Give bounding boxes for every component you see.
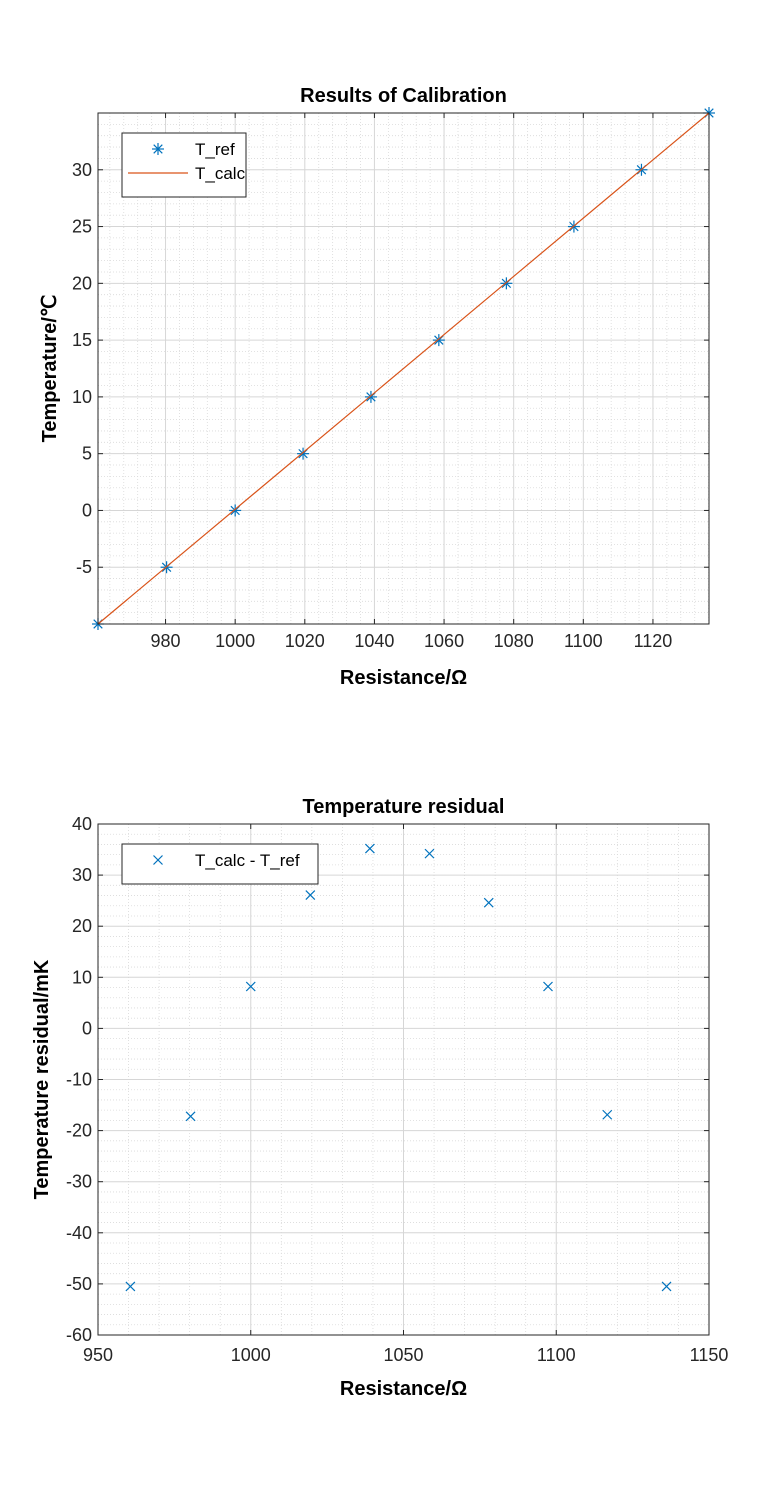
series-T_calc - T_ref [125,843,672,1292]
x-tick-label: 1100 [564,631,603,651]
y-tick-label: -5 [76,557,92,577]
x-axis-label: Resistance/Ω [340,667,467,689]
y-tick-label: -30 [66,1172,92,1192]
y-tick-label: 20 [72,916,92,936]
y-tick-label: 20 [72,273,92,293]
data-point [185,1111,196,1122]
y-tick-label: 40 [72,814,92,834]
tick-marks [97,823,710,1336]
chart-panel-1: 980 1000 1020 1040 1060 1080 1100 1120 -5 0 5 10 15 2… [39,85,715,689]
y-tick-label: 25 [72,217,92,237]
y-tick-label: -20 [66,1121,92,1141]
legend-label: T_calc [195,164,246,183]
series-line [97,112,710,625]
x-tick-label: 950 [83,1345,113,1365]
y-tick-label: 30 [72,865,92,885]
data-point [245,981,256,992]
x-tick-label: 1000 [231,1345,271,1365]
x-tick-label: 1050 [383,1345,423,1365]
legend: T_ref T_calc [121,132,247,198]
y-tick-label: -60 [66,1325,92,1345]
x-tick-label: 1100 [537,1345,576,1365]
legend-swatch [152,143,164,155]
y-tick-label: 15 [72,330,92,350]
x-tick-label: 980 [151,631,181,651]
y-tick-label: 5 [82,444,92,464]
data-point [125,1281,136,1292]
legend-item: T_calc - T_ref [153,851,300,870]
y-tick-label: 10 [72,967,92,987]
data-point [661,1281,672,1292]
y-tick-label: 0 [82,500,92,520]
data-point [602,1109,613,1120]
x-tick-label: 1080 [494,631,534,651]
y-tick-label: -40 [66,1223,92,1243]
data-point [543,981,553,992]
axes-box [97,112,710,625]
y-axis-label: Temperature/℃ [39,295,61,443]
legend: T_calc - T_ref [121,843,319,885]
x-tick-label: 1060 [424,631,464,651]
y-tick-label: 10 [72,387,92,407]
y-axis-label: Temperature residual/mK [31,959,53,1199]
series-T_calc [97,112,710,625]
y-tick-label: -10 [66,1070,92,1090]
y-tick-label: 30 [72,160,92,180]
tick-marks [98,113,709,624]
legend-item: T_calc [128,164,246,183]
legend-swatch [153,855,163,865]
x-tick-label: 1040 [354,631,394,651]
minor-grid [98,112,710,625]
data-point [424,848,435,859]
data-point [305,890,316,900]
y-tick-label: 0 [82,1018,92,1038]
chart-title: Temperature residual [303,796,505,818]
chart-title: Results of Calibration [300,85,507,107]
x-tick-label: 1120 [634,631,673,651]
y-tick-label: -50 [66,1274,92,1294]
legend-box [121,132,247,198]
chart-panel-2: 950 1000 1050 1100 1150 -60 -50 -40 -30 -20 -10 0 10… [31,796,728,1400]
legend-item: T_ref [152,140,235,159]
legend-label: T_calc - T_ref [195,851,300,870]
legend-label: T_ref [195,140,235,159]
x-tick-label: 1020 [285,631,325,651]
x-tick-label: 1150 [690,1345,729,1365]
x-tick-label: 1000 [215,631,255,651]
x-axis-label: Resistance/Ω [340,1378,467,1400]
data-point [483,897,494,908]
data-point [364,843,375,854]
